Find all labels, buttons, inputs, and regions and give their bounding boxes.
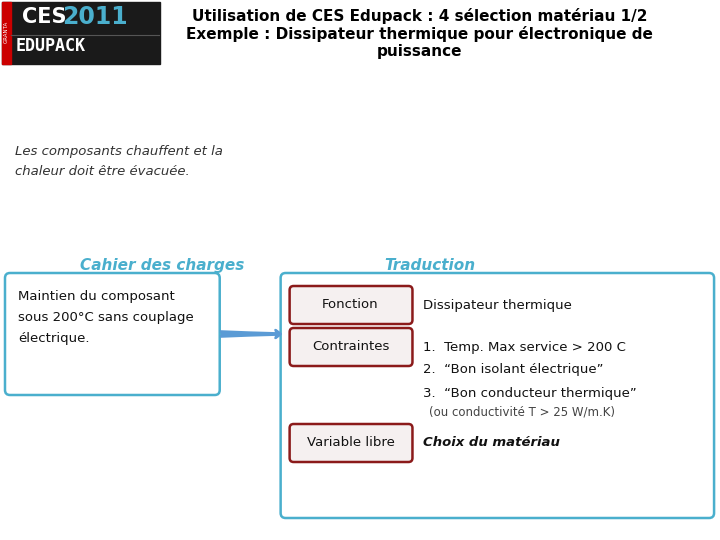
Text: Choix du matériau: Choix du matériau <box>423 436 560 449</box>
Text: Cahier des charges: Cahier des charges <box>80 258 244 273</box>
FancyBboxPatch shape <box>289 424 413 462</box>
Text: Utilisation de CES Edupack : 4 sélection matériau 1/2: Utilisation de CES Edupack : 4 sélection… <box>192 8 647 24</box>
Text: EDUPACK: EDUPACK <box>16 37 86 55</box>
FancyBboxPatch shape <box>289 286 413 324</box>
Text: puissance: puissance <box>377 44 462 59</box>
Text: Traduction: Traduction <box>384 258 475 273</box>
Text: Exemple : Dissipateur thermique pour électronique de: Exemple : Dissipateur thermique pour éle… <box>186 26 653 42</box>
Text: CES: CES <box>22 7 66 27</box>
FancyBboxPatch shape <box>5 273 220 395</box>
FancyBboxPatch shape <box>281 273 714 518</box>
Text: 2.  “Bon isolant électrique”: 2. “Bon isolant électrique” <box>423 363 604 376</box>
Text: Contraintes: Contraintes <box>312 341 390 354</box>
Text: (ou conductivité T > 25 W/m.K): (ou conductivité T > 25 W/m.K) <box>429 406 616 419</box>
Bar <box>2 2 11 64</box>
Text: 3.  “Bon conducteur thermique”: 3. “Bon conducteur thermique” <box>423 387 637 400</box>
Bar <box>2 2 160 64</box>
Text: Variable libre: Variable libre <box>307 436 395 449</box>
FancyBboxPatch shape <box>289 328 413 366</box>
Text: 2011: 2011 <box>62 5 127 29</box>
Text: Dissipateur thermique: Dissipateur thermique <box>423 299 572 312</box>
Text: Les composants chauffent et la
chaleur doit être évacuée.: Les composants chauffent et la chaleur d… <box>15 145 223 178</box>
Text: Maintien du composant
sous 200°C sans couplage
électrique.: Maintien du composant sous 200°C sans co… <box>18 290 194 345</box>
Text: Fonction: Fonction <box>323 299 379 312</box>
Text: 1.  Temp. Max service > 200 C: 1. Temp. Max service > 200 C <box>423 341 626 354</box>
Text: GRANTA: GRANTA <box>4 21 9 43</box>
